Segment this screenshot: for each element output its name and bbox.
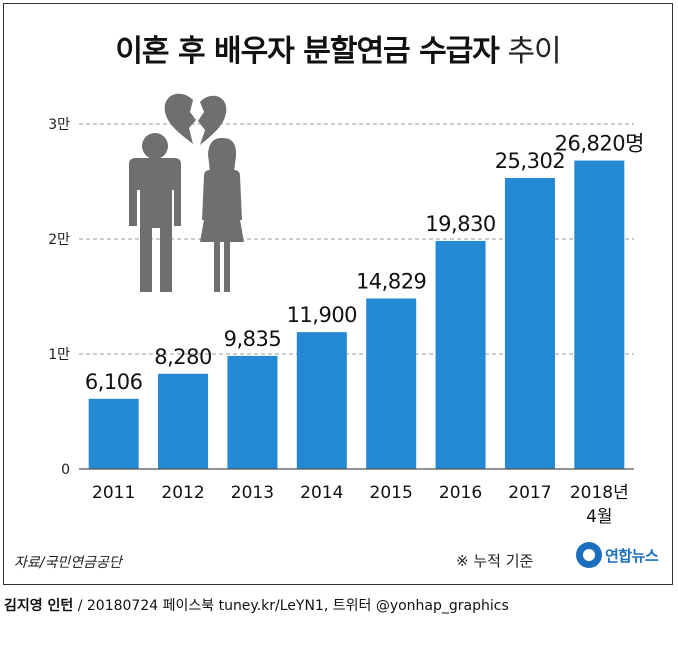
- value-label-5: 19,830: [425, 212, 495, 236]
- credit-details: / 20180724 페이스북 tuney.kr/LeYN1, 트위터 @yon…: [73, 598, 509, 614]
- yonhap-logo-mark-icon: [576, 542, 602, 568]
- x-tick-label-3: 2014: [300, 483, 343, 503]
- woman-hair-icon: [208, 137, 237, 172]
- woman-body-icon: [200, 170, 244, 292]
- credit-line: 김지영 인턴 / 20180724 페이스북 tuney.kr/LeYN1, 트…: [4, 595, 509, 615]
- source-text: 자료/국민연금공단: [14, 555, 122, 571]
- y-axis: 0 1만 2만 3만: [48, 117, 70, 478]
- yonhap-logo: 연합뉴스: [576, 542, 659, 568]
- y-tick-label-3: 3만: [48, 117, 70, 133]
- x-tick-label-5: 2016: [439, 483, 482, 503]
- bar-2018년 4월: [574, 160, 625, 469]
- bar-2017: [504, 178, 555, 470]
- x-axis-labels: 2011 2012 2013 2014 2015 2016 2017 2018년 4월: [92, 483, 629, 527]
- value-label-4: 14,829: [356, 269, 426, 293]
- value-label-2: 9,835: [224, 327, 282, 351]
- value-label-1: 8,280: [154, 345, 212, 369]
- x-tick-label-0: 2011: [92, 483, 135, 503]
- y-tick-label-1: 1만: [48, 347, 70, 363]
- man-head-icon: [142, 133, 168, 159]
- bar-2013: [227, 355, 278, 469]
- bar-2012: [158, 373, 209, 469]
- value-label-7: 26,820명: [555, 132, 644, 156]
- chart-title: 이혼 후 배우자 분할연금 수급자 추이: [4, 26, 672, 70]
- broken-heart-left-icon: [164, 93, 196, 144]
- logo-text: 연합뉴스: [605, 546, 659, 565]
- title-main: 이혼 후 배우자 분할연금 수급자: [115, 34, 500, 69]
- value-label-3: 11,900: [287, 303, 357, 327]
- x-tick-label-2: 2013: [231, 483, 274, 503]
- man-body-icon: [129, 158, 181, 292]
- infographic-frame: 이혼 후 배우자 분할연금 수급자 추이 0 1만 2만 3만 6,106 8,280 9…: [3, 3, 673, 585]
- x-tick-label-1: 2012: [161, 483, 204, 503]
- credit-name: 김지영 인턴: [4, 598, 74, 614]
- x-tick-label-7: 2018년: [570, 483, 629, 503]
- x-tick-label-6: 2017: [508, 483, 551, 503]
- y-tick-label-0: 0: [61, 462, 70, 478]
- value-label-0: 6,106: [85, 370, 143, 394]
- bar-2011: [88, 398, 139, 469]
- bars: [88, 160, 625, 470]
- broken-heart-right-icon: [198, 95, 227, 145]
- y-tick-label-2: 2만: [48, 232, 70, 248]
- x-tick-label-7-line1: 4월: [586, 507, 612, 527]
- value-label-6: 25,302: [495, 149, 565, 173]
- bar-2015: [366, 298, 417, 469]
- bar-2016: [435, 240, 486, 469]
- divorced-couple-broken-heart-icon: [129, 93, 244, 292]
- cumulative-note: ※ 누적 기준: [456, 552, 534, 570]
- bar-2014: [296, 332, 347, 469]
- x-tick-label-4: 2015: [370, 483, 413, 503]
- title-suffix: 추이: [507, 34, 561, 69]
